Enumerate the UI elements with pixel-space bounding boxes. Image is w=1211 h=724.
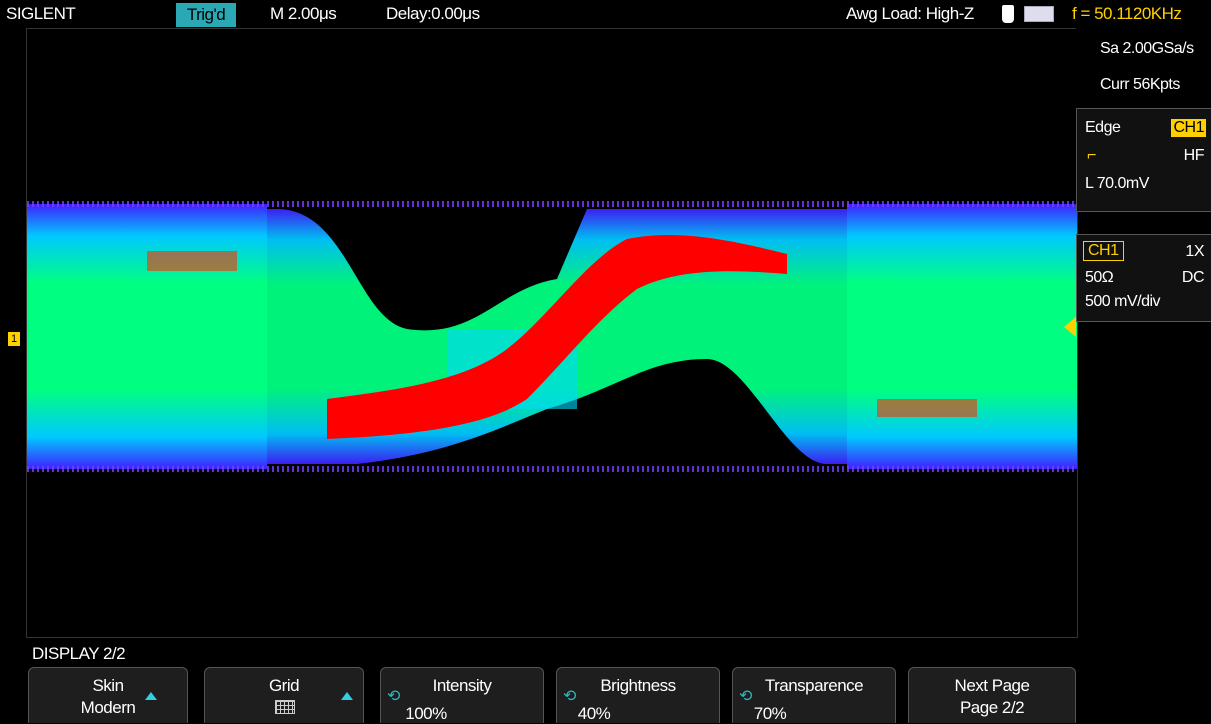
delay-readout[interactable]: Delay:0.00μs — [386, 4, 480, 23]
softkey-value: 40% — [577, 704, 611, 723]
ch1-level-marker[interactable]: 1 — [8, 332, 20, 346]
grid-softkey[interactable]: Grid — [204, 667, 364, 723]
sample-rate: Sa 2.00GSa/s — [1100, 40, 1194, 57]
channel-coupling: DC — [1181, 269, 1205, 286]
trigger-level-marker[interactable] — [1064, 317, 1076, 337]
channel-impedance: 50Ω — [1085, 269, 1114, 286]
waveform-right-band — [847, 204, 1077, 469]
rising-edge-icon: ⌐ — [1087, 147, 1096, 164]
chevron-up-icon — [145, 692, 157, 700]
softkey-label: Skin — [92, 676, 124, 695]
brand-label: SIGLENT — [6, 4, 76, 23]
softkey-label: Transparence — [764, 676, 864, 695]
waveform-display[interactable] — [26, 28, 1078, 638]
brightness-softkey[interactable]: ⟲ Brightness 40% — [556, 667, 720, 723]
timebase-readout[interactable]: M 2.00μs — [270, 4, 337, 23]
waveform-hot-trace — [327, 234, 787, 439]
memory-depth: Curr 56Kpts — [1100, 76, 1180, 93]
softkey-label: Intensity — [432, 676, 492, 695]
next-page-softkey[interactable]: Next Page Page 2/2 — [908, 667, 1076, 723]
trigger-source: CH1 — [1171, 119, 1206, 137]
chevron-up-icon — [341, 692, 353, 700]
waveform-plot — [27, 201, 1077, 472]
softkey-label: Brightness — [600, 676, 676, 695]
softkey-value: Modern — [80, 698, 136, 717]
trigger-coupling: HF — [1183, 147, 1205, 164]
awg-load-readout: Awg Load: High-Z — [846, 4, 974, 23]
ch1-marker-label: 1 — [10, 333, 18, 345]
trigger-panel[interactable]: Edge CH1 ⌐ HF L 70.0mV — [1076, 108, 1211, 212]
rotary-knob-icon: ⟲ — [387, 688, 400, 705]
softkey-label: Next Page — [954, 676, 1030, 695]
intensity-softkey[interactable]: ⟲ Intensity 100% — [380, 667, 544, 723]
softkey-value: 70% — [753, 704, 787, 723]
probe-factor: 1X — [1185, 243, 1204, 260]
softkey-value: 100% — [405, 704, 447, 723]
status-bar: SIGLENT Trig'd M 2.00μs Delay:0.00μs Awg… — [0, 0, 1211, 28]
waveform-left-band — [27, 204, 267, 469]
channel-name: CH1 — [1083, 241, 1124, 261]
rotary-knob-icon: ⟲ — [563, 688, 576, 705]
trigger-level: L 70.0mV — [1085, 175, 1149, 192]
monitor-icon — [1024, 6, 1054, 22]
skin-softkey[interactable]: Skin Modern — [28, 667, 188, 723]
trigger-status-badge: Trig'd — [176, 3, 236, 27]
menu-title: DISPLAY 2/2 — [32, 644, 126, 663]
softkey-label: Grid — [268, 676, 300, 695]
channel-panel[interactable]: CH1 1X 50Ω DC 500 mV/div — [1076, 234, 1211, 322]
softkey-value: Page 2/2 — [959, 698, 1025, 717]
trigger-type: Edge — [1085, 119, 1121, 136]
usb-icon — [1002, 5, 1014, 23]
grid-icon — [275, 700, 295, 714]
channel-scale: 500 mV/div — [1085, 293, 1161, 310]
transparence-softkey[interactable]: ⟲ Transparence 70% — [732, 667, 896, 723]
waveform-hotspot-right — [877, 399, 977, 417]
frequency-readout: f = 50.1120KHz — [1072, 4, 1182, 23]
rotary-knob-icon: ⟲ — [739, 688, 752, 705]
acquisition-panel: Sa 2.00GSa/s Curr 56Kpts — [1076, 28, 1211, 108]
waveform-hotspot-left — [147, 251, 237, 271]
